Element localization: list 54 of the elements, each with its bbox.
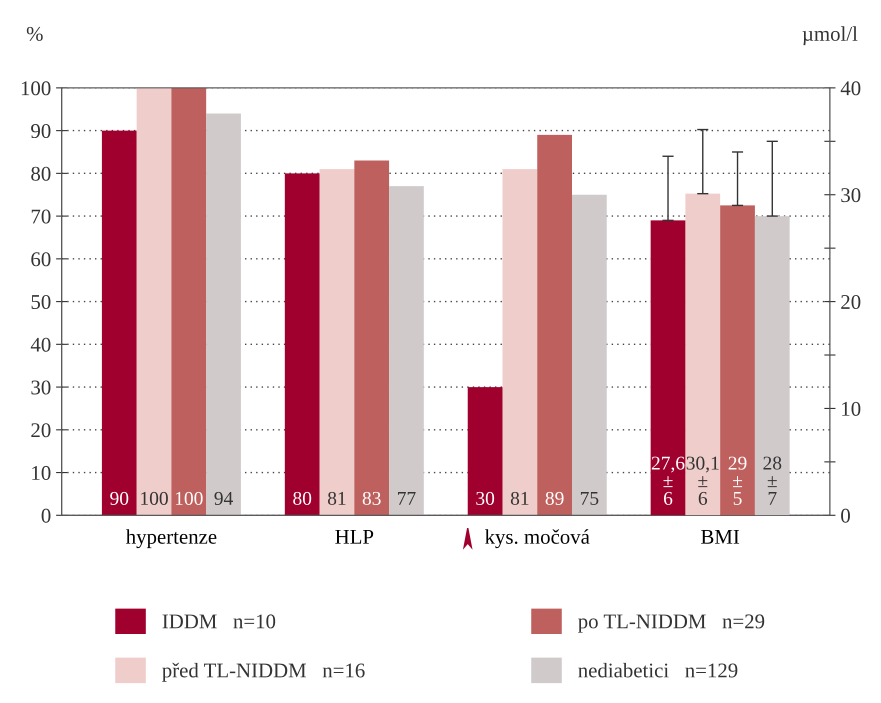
legend-label: IDDM n=10 [162, 614, 276, 628]
data-label: 28 ± 7 [763, 456, 782, 505]
data-label: 83 [362, 492, 381, 505]
data-label: 100 [141, 492, 168, 505]
x-tick-label: kys. močová [484, 529, 590, 548]
bar [320, 169, 354, 516]
y-tick-label: 100 [22, 81, 50, 96]
y2-tick-label: 40 [840, 81, 860, 96]
y2-tick-label: 10 [842, 402, 860, 416]
y-tick-label: 60 [31, 252, 50, 266]
x-tick-label: HLP [335, 530, 374, 544]
bar [206, 114, 241, 516]
data-label: 89 [546, 492, 564, 505]
data-label: 81 [328, 492, 346, 505]
bar [136, 88, 172, 516]
data-label: 29 ± 5 [728, 456, 746, 505]
x-tick-label: hypertenze [126, 529, 216, 548]
y-tick-label: 80 [31, 166, 50, 181]
y-tick-label: 20 [31, 423, 50, 438]
data-label: 77 [398, 492, 416, 505]
bar [171, 88, 206, 516]
y-axis-title: % [26, 26, 43, 41]
bar [389, 186, 424, 516]
data-label: 90 [110, 492, 128, 505]
bar [468, 387, 502, 516]
data-label: 100 [176, 492, 203, 505]
bar [502, 169, 538, 516]
y2-axis-title: µmol/l [802, 26, 858, 46]
y-tick-label: 90 [31, 124, 50, 138]
y-tick-label: 40 [30, 338, 50, 352]
y-tick-label: 50 [32, 294, 50, 310]
bar [572, 194, 607, 516]
x-tick-label: BMI [701, 530, 740, 544]
data-label: 30 [476, 492, 494, 505]
legend-label: před TL-NIDDM n=16 [162, 662, 365, 682]
data-label: 30,1 ± 6 [686, 456, 719, 505]
y-tick-label: 0 [42, 508, 50, 523]
legend-label: nediabetici n=129 [578, 662, 738, 678]
data-label: 81 [510, 492, 528, 505]
y2-tick-label: 20 [841, 294, 860, 310]
data-label: 80 [293, 492, 312, 505]
y2-tick-label: 0 [841, 508, 850, 523]
y-tick-label: 10 [32, 466, 50, 480]
y-tick-label: 30 [31, 380, 50, 395]
legend-label: po TL-NIDDM n=29 [578, 614, 764, 633]
bar [354, 160, 390, 516]
y-tick-label: 70 [32, 209, 50, 224]
data-label: 94 [214, 492, 233, 505]
data-label: 75 [580, 492, 598, 505]
bar [537, 134, 572, 516]
bar [102, 130, 137, 516]
data-label: 27,6 ± 6 [652, 456, 684, 505]
y2-tick-label: 30 [841, 188, 860, 202]
bar [284, 173, 320, 516]
